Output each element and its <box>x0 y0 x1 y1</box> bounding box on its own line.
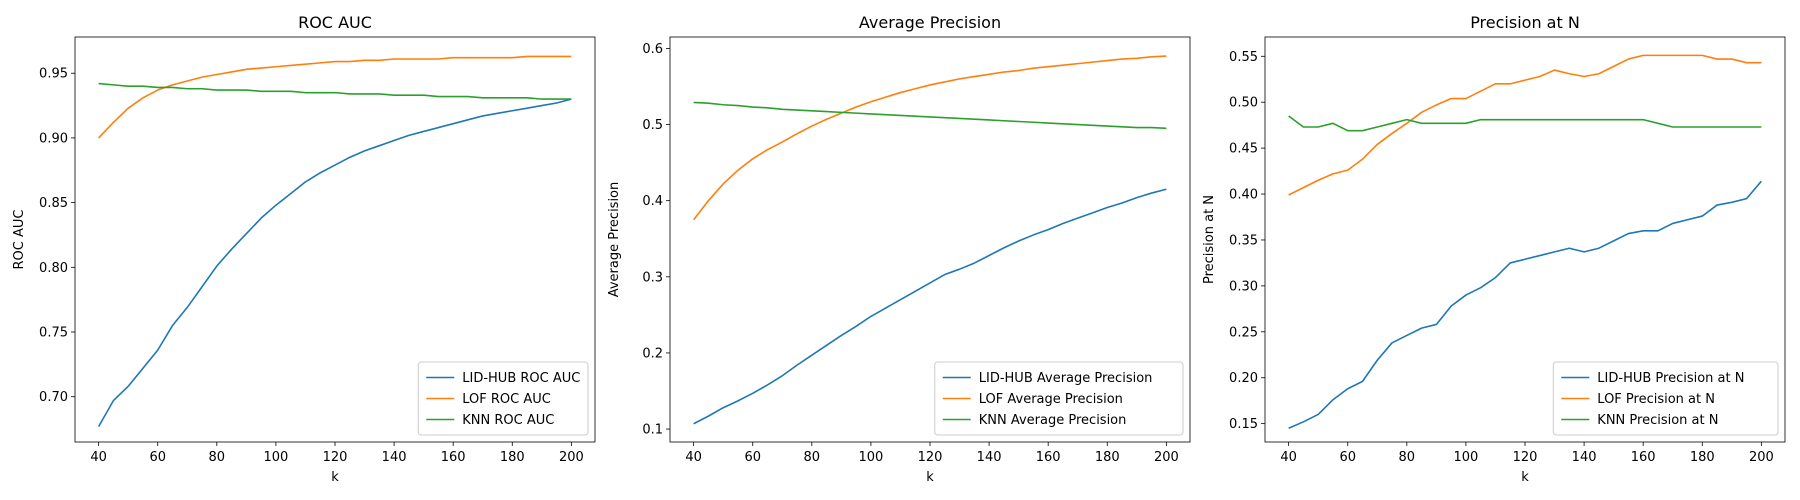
legend-label: LID-HUB ROC AUC <box>462 371 580 386</box>
y-tick-label: 0.5 <box>642 118 663 133</box>
x-tick-label: 140 <box>382 450 407 465</box>
chart-title: ROC AUC <box>298 13 372 32</box>
x-tick-label: 140 <box>1572 450 1597 465</box>
x-tick-label: 120 <box>323 450 348 465</box>
series-line-lof-average-precision <box>693 55 1167 221</box>
x-axis-label: k <box>331 470 339 485</box>
series-line-knn-average-precision <box>693 101 1167 130</box>
chart-panel-1: 40 60 80 100 120 140 160 180 200 0.70 0.75 0.80 0.85… <box>12 13 596 485</box>
x-tick-label: 200 <box>1154 450 1179 465</box>
x-tick-label: 180 <box>1095 450 1120 465</box>
legend-label: KNN Average Precision <box>979 413 1127 428</box>
chart-panel-2: 40 60 80 100 120 140 160 180 200 0.1 0.2 0.3 0.4 0.5 0… <box>607 13 1191 485</box>
series-line-lid-hub-average-precision <box>693 188 1167 425</box>
y-tick-label: 0.3 <box>642 270 663 285</box>
y-tick-label: 0.6 <box>642 42 663 57</box>
legend-box <box>417 361 589 436</box>
legend-label: LID-HUB Precision at N <box>1597 371 1744 386</box>
legend-label: LOF Precision at N <box>1597 392 1715 407</box>
y-tick-label: 0.30 <box>1229 279 1258 294</box>
y-tick-label: 0.70 <box>39 390 68 405</box>
series-line-lof-roc-auc <box>98 55 572 139</box>
legend-label: LOF ROC AUC <box>462 392 551 407</box>
y-tick-label: 0.50 <box>1229 96 1258 111</box>
x-tick-label: 80 <box>804 450 821 465</box>
x-tick-label: 140 <box>977 450 1002 465</box>
x-tick-label: 100 <box>263 450 288 465</box>
legend: LID-HUB Average Precision LOF Average Pre… <box>934 361 1184 436</box>
y-tick-label: 0.25 <box>1229 325 1258 340</box>
series-line-knn-precision-at-n <box>1288 115 1762 132</box>
x-tick-label: 200 <box>559 450 584 465</box>
x-tick-label: 180 <box>1690 450 1715 465</box>
legend: LID-HUB ROC AUC LOF ROC AUC KNN ROC AUC <box>417 361 589 436</box>
x-tick-label: 180 <box>500 450 525 465</box>
x-tick-label: 40 <box>90 450 107 465</box>
y-tick-label: 0.55 <box>1229 50 1258 65</box>
y-tick-label: 0.85 <box>39 196 68 211</box>
x-tick-label: 80 <box>1399 450 1416 465</box>
y-tick-label: 0.4 <box>642 194 663 209</box>
legend-box <box>934 361 1184 436</box>
x-tick-label: 200 <box>1749 450 1774 465</box>
plot-frame <box>669 36 1191 443</box>
series-line-lid-hub-roc-auc <box>97 98 572 427</box>
x-tick-label: 60 <box>149 450 166 465</box>
legend-label: LOF Average Precision <box>979 392 1123 407</box>
plot-frame <box>1264 36 1786 443</box>
y-tick-label: 0.75 <box>39 326 68 341</box>
y-tick-label: 0.35 <box>1229 233 1258 248</box>
y-tick-label: 0.1 <box>642 423 663 438</box>
x-tick-label: 80 <box>209 450 226 465</box>
legend-label: KNN Precision at N <box>1597 413 1718 428</box>
y-tick-label: 0.95 <box>39 67 68 82</box>
legend-label: LID-HUB Average Precision <box>979 371 1153 386</box>
x-tick-label: 100 <box>858 450 883 465</box>
series-line-lid-hub-precision-at-n <box>1288 180 1762 429</box>
x-tick-label: 120 <box>1513 450 1538 465</box>
series-line-knn-roc-auc <box>98 82 572 100</box>
y-tick-label: 0.15 <box>1229 417 1258 432</box>
legend: LID-HUB Precision at N LOF Precision at N… <box>1552 361 1779 436</box>
x-tick-label: 40 <box>1280 450 1297 465</box>
x-tick-label: 60 <box>1339 450 1356 465</box>
chart-title: Average Precision <box>859 13 1001 32</box>
x-tick-label: 100 <box>1453 450 1478 465</box>
y-tick-label: 0.40 <box>1229 188 1258 203</box>
y-tick-label: 0.90 <box>39 131 68 146</box>
x-axis-label: k <box>1521 470 1529 485</box>
x-tick-label: 60 <box>744 450 761 465</box>
x-tick-label: 160 <box>441 450 466 465</box>
y-axis-label: ROC AUC <box>12 210 27 270</box>
x-axis-label: k <box>926 470 934 485</box>
legend-box <box>1552 361 1779 436</box>
chart-panel-3: 40 60 80 100 120 140 160 180 200 0.15 0.20 0.25 0.30… <box>1202 13 1786 485</box>
y-tick-label: 0.80 <box>39 261 68 276</box>
x-tick-label: 160 <box>1036 450 1061 465</box>
y-axis-label: Average Precision <box>607 182 622 298</box>
y-tick-label: 0.45 <box>1229 142 1258 157</box>
plot-frame <box>74 36 596 443</box>
legend-label: KNN ROC AUC <box>462 413 554 428</box>
x-tick-label: 120 <box>918 450 943 465</box>
y-axis-label: Precision at N <box>1202 195 1217 284</box>
series-line-lof-precision-at-n <box>1288 54 1762 196</box>
y-tick-label: 0.20 <box>1229 371 1258 386</box>
x-tick-label: 40 <box>685 450 702 465</box>
y-tick-label: 0.2 <box>642 346 663 361</box>
chart-title: Precision at N <box>1470 13 1580 32</box>
x-tick-label: 160 <box>1631 450 1656 465</box>
